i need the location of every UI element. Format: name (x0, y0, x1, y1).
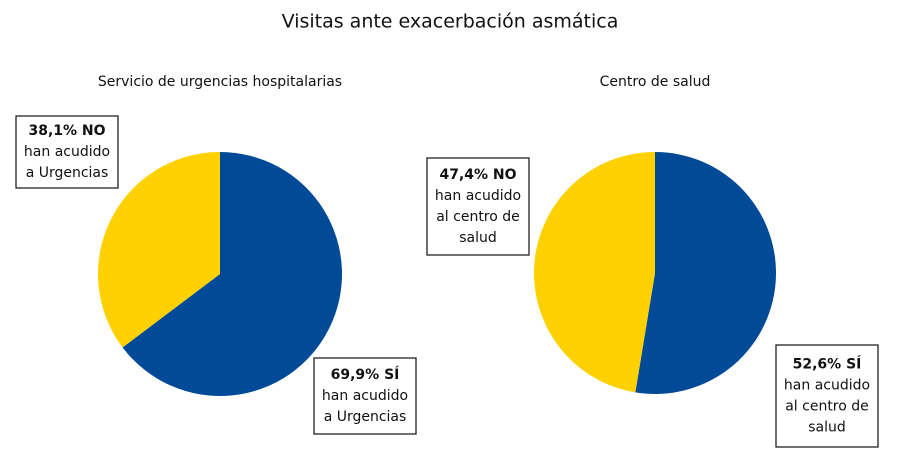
page-title: Visitas ante exacerbación asmática (282, 11, 619, 33)
slice-description: han acudido (322, 388, 408, 404)
slice-value-label: 38,1% NO (28, 123, 105, 139)
label-box (775, 344, 879, 448)
slice-description: han acudido (24, 144, 110, 160)
slice-value-label: 69,9% SÍ (331, 366, 400, 383)
slice-description: han acudido (784, 378, 870, 394)
pie-slice (534, 152, 655, 393)
slice-description: al centro de (785, 399, 869, 415)
pie-slice (635, 152, 777, 394)
slice-description: a Urgencias (324, 409, 407, 425)
slice-description: salud (459, 230, 497, 246)
label-box (313, 357, 417, 435)
pie-slice (98, 152, 220, 348)
label-box (15, 115, 119, 189)
slice-value-label: 52,6% SÍ (793, 356, 862, 373)
chart-subtitle: Servicio de urgencias hospitalarias (98, 74, 342, 90)
slice-description: han acudido (435, 188, 521, 204)
slice-description: salud (808, 420, 846, 436)
chart-subtitle: Centro de salud (600, 74, 711, 90)
slice-description: al centro de (436, 209, 520, 225)
slice-value-label: 47,4% NO (439, 167, 516, 183)
label-box (426, 157, 530, 256)
slice-description: a Urgencias (26, 165, 109, 181)
pie-slice (122, 152, 343, 397)
